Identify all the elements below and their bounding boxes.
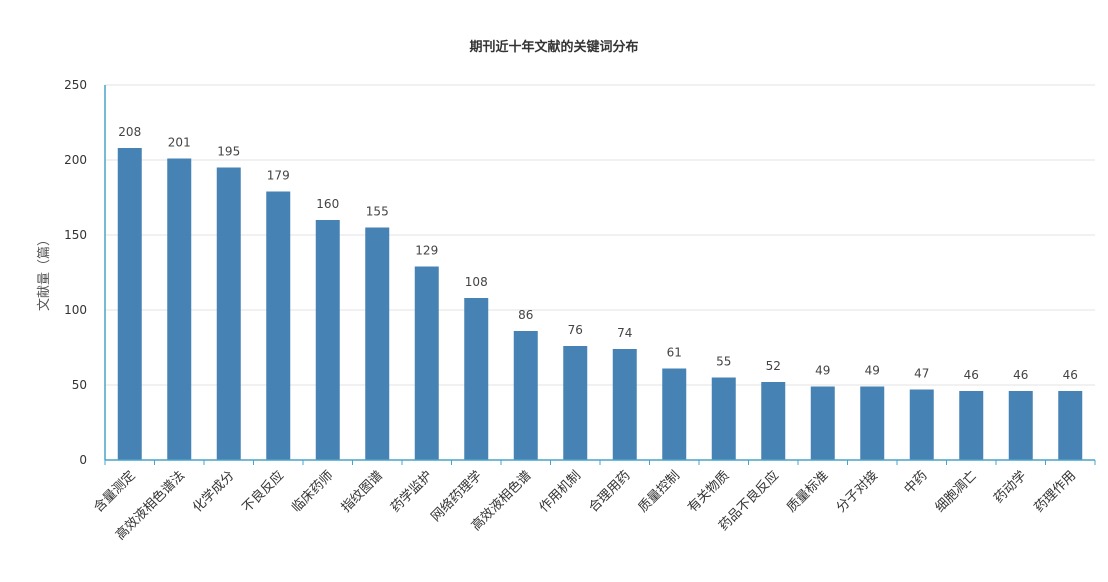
data-label: 55 <box>716 355 731 369</box>
bar <box>315 220 340 460</box>
bar <box>1058 391 1083 460</box>
chart-title: 期刊近十年文献的关键词分布 <box>469 40 639 55</box>
data-label: 208 <box>118 125 141 139</box>
data-label: 49 <box>815 364 830 378</box>
bar <box>464 298 489 460</box>
data-labels: 208 201 195 179 160 155 129 108 86 76 74 61 55 52 49 49… <box>118 125 1078 382</box>
y-tick-label: 250 <box>64 78 87 92</box>
x-tick-label: 不良反应 <box>239 468 287 516</box>
data-label: 179 <box>267 169 290 183</box>
x-tick-label: 合理用药 <box>586 468 633 515</box>
bar <box>167 158 192 460</box>
bar <box>761 382 786 460</box>
bar <box>563 346 588 460</box>
bar <box>810 386 835 460</box>
data-label: 195 <box>217 145 240 159</box>
data-label: 129 <box>415 244 438 258</box>
x-tick-label: 作用机制 <box>537 468 584 515</box>
bar <box>513 331 538 460</box>
bar <box>612 349 637 460</box>
bar <box>216 167 241 460</box>
bar <box>266 191 291 460</box>
bar <box>117 148 142 460</box>
data-label: 201 <box>168 136 191 150</box>
x-tick-label: 含量测定 <box>90 468 138 516</box>
y-tick-label: 200 <box>64 153 87 167</box>
data-label: 86 <box>518 308 533 322</box>
grid-lines <box>105 84 1095 386</box>
x-tick-label: 药学监护 <box>387 468 435 516</box>
data-label: 46 <box>1013 368 1028 382</box>
x-tick-label: 中药 <box>902 468 931 497</box>
y-tick-label: 150 <box>64 228 87 242</box>
x-tick-label: 化学成分 <box>189 468 237 516</box>
y-tick-label: 0 <box>79 453 87 467</box>
data-label: 108 <box>465 275 488 289</box>
x-tick-label: 指纹图谱 <box>339 468 386 515</box>
bar <box>414 266 439 460</box>
bar <box>662 368 687 460</box>
y-axis-title: 文献量（篇） <box>37 233 52 311</box>
bar <box>711 377 736 460</box>
bar <box>1008 391 1033 460</box>
bar <box>860 386 885 460</box>
data-label: 61 <box>667 346 682 360</box>
data-label: 74 <box>617 326 632 340</box>
data-label: 46 <box>964 368 979 382</box>
x-tick-label: 质量标准 <box>784 468 831 515</box>
data-label: 49 <box>865 364 880 378</box>
x-tick-label: 质量控制 <box>636 468 683 515</box>
data-label: 160 <box>316 197 339 211</box>
x-tick-label: 临床药师 <box>289 468 336 515</box>
bars <box>117 148 1083 460</box>
y-tick-label: 50 <box>72 378 87 392</box>
data-label: 47 <box>914 367 929 381</box>
x-tick-label: 有关物质 <box>685 468 732 515</box>
x-tick-label: 药理作用 <box>1032 468 1079 515</box>
data-label: 46 <box>1063 368 1078 382</box>
bar <box>909 389 934 460</box>
x-tick-label: 分子对接 <box>833 468 881 516</box>
y-tick-label: 100 <box>64 303 87 317</box>
x-tick-label: 细胞凋亡 <box>933 468 980 515</box>
data-label: 52 <box>766 359 781 373</box>
bar <box>365 227 390 460</box>
data-label: 155 <box>366 205 389 219</box>
data-label: 76 <box>568 323 583 337</box>
bar <box>959 391 984 460</box>
x-tick-label: 药动学 <box>991 468 1030 507</box>
